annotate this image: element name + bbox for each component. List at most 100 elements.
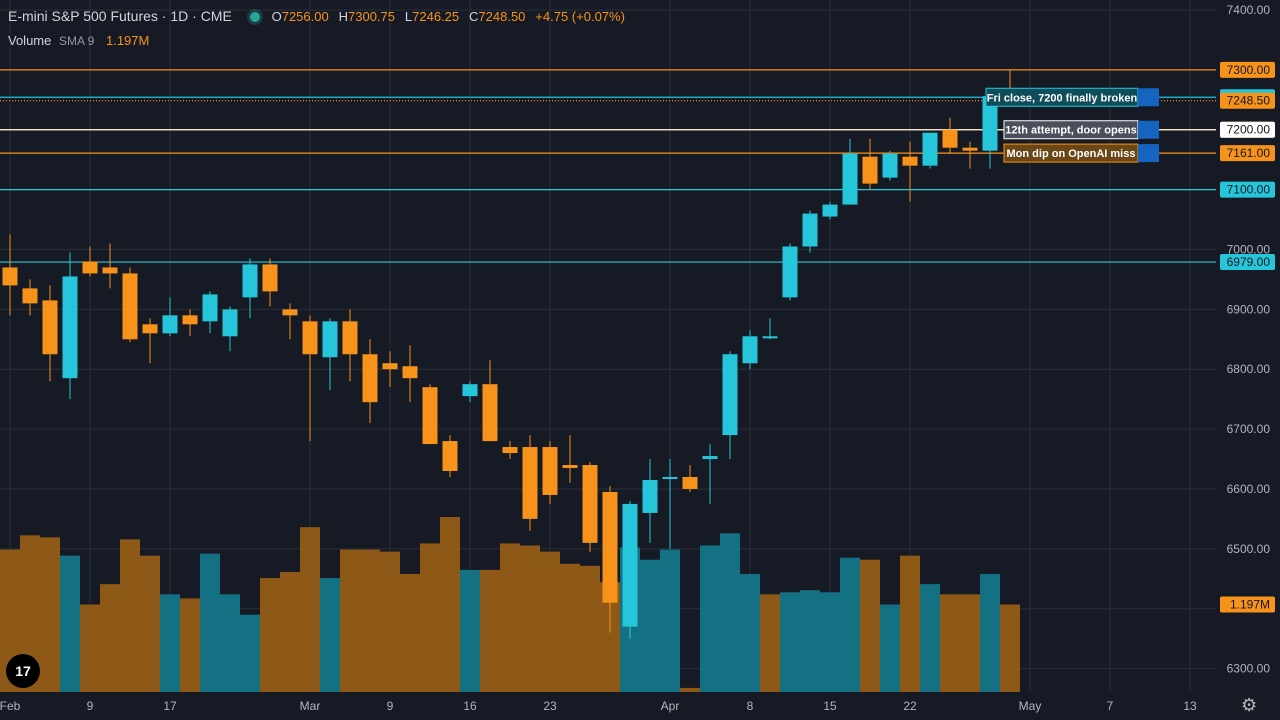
change-value: +4.75 (+0.07%): [535, 9, 625, 24]
volume-bar: [640, 559, 660, 692]
volume-bar: [340, 549, 360, 692]
volume-bar: [940, 594, 960, 692]
candle-body: [82, 261, 98, 274]
y-tick-label: 7400.00: [1227, 3, 1271, 17]
volume-bar: [60, 555, 80, 692]
candle-body: [762, 336, 778, 339]
price-label-bg: [1220, 181, 1275, 198]
candle-body: [182, 315, 198, 325]
volume-bar: [420, 543, 440, 692]
y-tick-label: 6800.00: [1227, 362, 1271, 376]
candle-body: [42, 300, 58, 355]
x-tick-label: 13: [1183, 699, 1197, 713]
candle-body: [402, 366, 418, 379]
y-tick-label: 6700.00: [1227, 422, 1271, 436]
volume-bar: [320, 578, 340, 692]
low-label: L: [404, 9, 413, 24]
y-tick-label: 7000.00: [1227, 242, 1271, 256]
candle-body: [242, 264, 258, 298]
candle-body: [622, 503, 638, 627]
x-tick-label: 9: [87, 699, 94, 713]
x-tick-label: May: [1019, 699, 1042, 713]
price-label-text: 7248.50: [1227, 94, 1271, 108]
volume-bar: [800, 590, 820, 692]
x-tick-label: Feb: [0, 699, 21, 713]
volume-bar: [380, 551, 400, 692]
volume-label: Volume: [8, 33, 52, 48]
candle-body: [322, 321, 338, 358]
volume-bar: [900, 555, 920, 692]
annotation-marker: [1138, 88, 1159, 107]
candle-body: [662, 476, 678, 479]
symbol-title[interactable]: E-mini S&P 500 Futures · 1D · CME: [8, 8, 232, 24]
volume-bar: [300, 527, 320, 692]
gear-icon[interactable]: ⚙: [1241, 695, 1258, 715]
x-tick-label: 8: [747, 699, 754, 713]
candle-body: [942, 129, 958, 148]
candle-body: [462, 384, 478, 397]
volume-bar: [220, 594, 240, 692]
annotation-marker: [1138, 144, 1159, 163]
volume-bar: [520, 545, 540, 692]
price-label-bg: [1220, 121, 1275, 138]
volume-bar: [760, 594, 780, 692]
volume-bar: [600, 582, 620, 692]
candle-body: [202, 294, 218, 322]
candle-body: [262, 264, 278, 292]
volume-bar: [360, 549, 380, 692]
tradingview-logo-icon[interactable]: 17: [6, 654, 40, 688]
volume-bar: [120, 539, 140, 692]
candle-body: [742, 336, 758, 364]
candle-body: [842, 153, 858, 205]
volume-bar: [880, 604, 900, 692]
volume-bar: [40, 537, 60, 692]
volume-bar: [580, 565, 600, 692]
price-label-bg: [1220, 92, 1275, 109]
candle-body: [722, 354, 738, 436]
volume-bar: [180, 598, 200, 692]
candle-body: [222, 309, 238, 337]
price-label: 6979.00: [1220, 254, 1275, 271]
price-label-text: 7300.00: [1227, 63, 1271, 77]
volume-bar: [440, 517, 460, 692]
price-label-bg: [1220, 254, 1275, 271]
volume-bar: [860, 559, 880, 692]
candle-body: [282, 309, 298, 316]
annotation-text: 12th attempt, door opens: [1005, 125, 1136, 137]
price-label: 7248.50: [1220, 92, 1275, 109]
annotation-callout: Fri close, 7200 finally broken: [985, 87, 1159, 107]
volume-bar: [140, 555, 160, 692]
volume-bar: [280, 571, 300, 692]
volume-bar: [700, 545, 720, 692]
y-tick-label: 6500.00: [1227, 542, 1271, 556]
candle-body: [522, 447, 538, 519]
open-value: 7256.00: [281, 9, 329, 24]
candle-body: [442, 441, 458, 471]
volume-bar: [820, 592, 840, 692]
close-label: C: [469, 9, 479, 24]
chart-header: E-mini S&P 500 Futures · 1D · CME O7256.…: [8, 8, 631, 24]
candle-body: [802, 213, 818, 247]
volume-bar: [540, 551, 560, 692]
candle-body: [342, 321, 358, 355]
x-tick-label: Mar: [300, 699, 321, 713]
volume-bar: [740, 573, 760, 692]
volume-sma-label: SMA 9: [59, 34, 95, 48]
candle-body: [162, 315, 178, 334]
candle-body: [922, 132, 938, 166]
high-label: H: [338, 9, 348, 24]
volume-bar: [680, 687, 700, 692]
candle-body: [502, 447, 518, 454]
volume-bar: [400, 573, 420, 692]
volume-bar: [780, 592, 800, 692]
annotation-marker: [1138, 120, 1159, 139]
x-tick-label: 17: [163, 699, 177, 713]
x-tick-label: 15: [823, 699, 837, 713]
annotation-callout: Mon dip on OpenAI miss: [1003, 143, 1159, 163]
candle-body: [102, 267, 118, 274]
x-tick-label: 9: [387, 699, 394, 713]
volume-legend[interactable]: Volume SMA 9 1.197M: [8, 33, 149, 48]
price-label-bg: [1220, 61, 1275, 78]
candle-body: [22, 288, 38, 304]
